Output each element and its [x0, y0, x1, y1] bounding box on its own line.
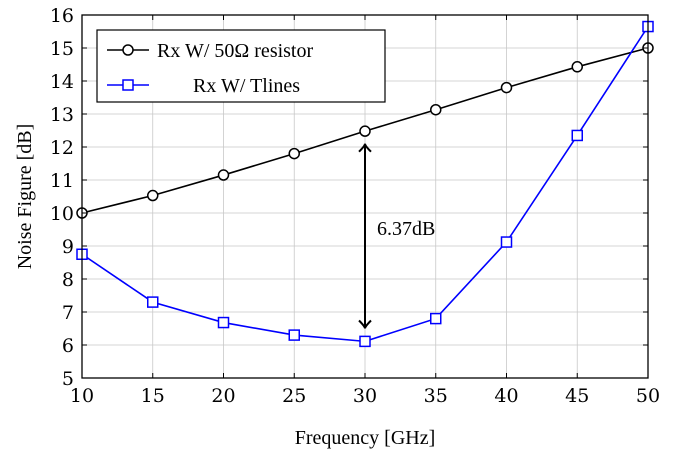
- data-point: [571, 61, 583, 73]
- ticks: 10 15 20 25 30 35 40 45 50 5 6 7 8 9 10 11 12 13 14 15 16: [50, 5, 660, 407]
- data-point: [147, 189, 159, 202]
- y-tick-label: 8: [62, 269, 74, 291]
- y-tick-label: 14: [50, 71, 74, 93]
- annotation-arrowhead-top: [358, 143, 372, 153]
- data-point: [500, 81, 513, 94]
- data-point: [430, 103, 442, 116]
- data-point: [217, 316, 230, 329]
- legend-entry-1: Rx W/ 50Ω resistor: [107, 40, 313, 62]
- series-1: [76, 42, 654, 219]
- series-2: [76, 20, 654, 348]
- y-axis-label: Noise Figure [dB]: [14, 124, 36, 270]
- data-point: [359, 125, 371, 137]
- legend-box: [96, 29, 386, 103]
- x-tick-label: 40: [494, 385, 518, 407]
- legend-label: Rx W/ Tlines: [193, 75, 300, 97]
- x-tick-label: 20: [211, 385, 235, 407]
- y-tick-label: 16: [50, 5, 74, 27]
- data-point: [147, 296, 159, 308]
- y-tick-label: 9: [62, 236, 74, 258]
- y-tick-label: 6: [62, 335, 74, 357]
- y-tick-label: 13: [50, 104, 74, 126]
- x-tick-label: 35: [424, 385, 448, 407]
- data-point: [500, 236, 513, 248]
- x-tick-label: 10: [70, 385, 94, 407]
- data-point: [217, 169, 230, 181]
- legend: Rx W/ 50Ω resistor Rx W/ Tlines: [96, 29, 386, 103]
- data-point: [359, 335, 371, 348]
- legend-marker: [122, 44, 134, 56]
- y-tick-label: 15: [50, 38, 74, 60]
- y-tick-label: 7: [62, 302, 74, 324]
- data-point: [571, 129, 583, 142]
- legend-marker: [122, 79, 134, 91]
- annotation-arrowhead-bottom: [358, 319, 372, 329]
- data-point: [430, 312, 442, 325]
- x-tick-label: 15: [141, 385, 165, 407]
- legend-label: Rx W/ 50Ω resistor: [157, 40, 313, 62]
- x-tick-label: 50: [636, 385, 660, 407]
- data-point: [288, 329, 300, 341]
- x-tick-label: 30: [353, 385, 377, 407]
- y-tick-label: 12: [50, 137, 74, 159]
- y-tick-label: 10: [50, 203, 74, 225]
- legend-entry-2: Rx W/ Tlines: [107, 75, 300, 97]
- annotation-label: 6.37dB: [377, 218, 435, 240]
- x-axis-label: Frequency [GHz]: [295, 427, 436, 449]
- x-tick-label: 45: [565, 385, 589, 407]
- data-point: [288, 147, 300, 160]
- x-tick-label: 25: [282, 385, 306, 407]
- y-tick-label: 5: [62, 368, 74, 390]
- annotation: 6.37dB: [358, 143, 435, 329]
- series-layer: [76, 20, 654, 348]
- y-tick-label: 11: [50, 170, 74, 192]
